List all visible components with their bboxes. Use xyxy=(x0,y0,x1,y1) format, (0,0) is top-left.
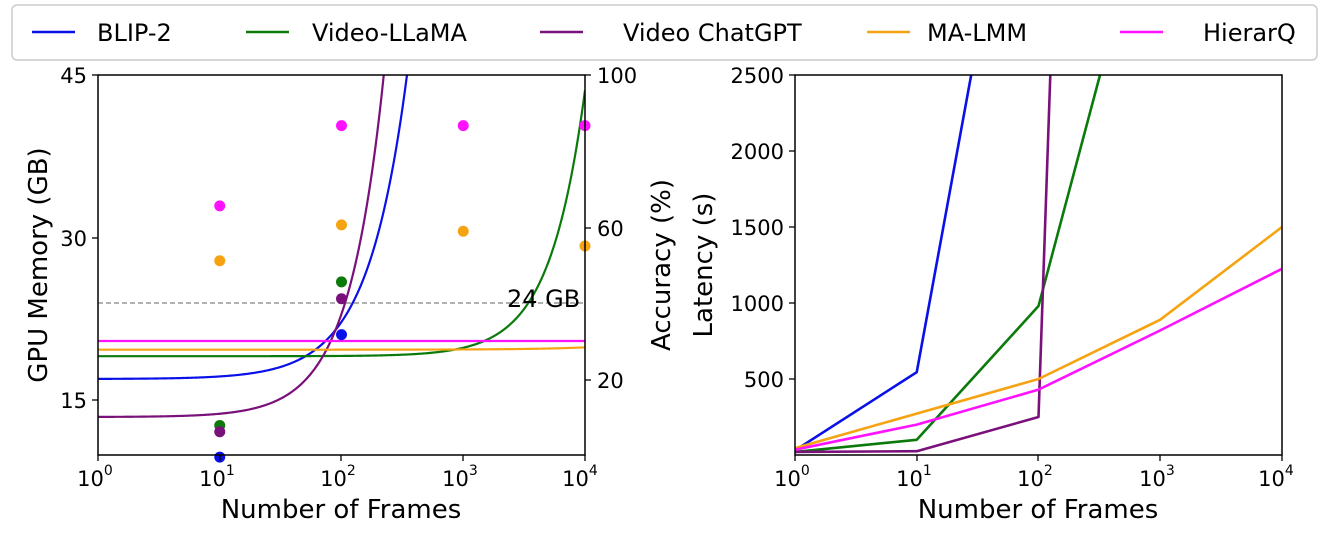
latency-ytick-label-1500: 1500 xyxy=(731,216,784,240)
left-xtick-exp-1000: 3 xyxy=(469,463,478,479)
latency-xtick-base-100: 10 xyxy=(1017,467,1044,491)
memory-curve-video-llama xyxy=(98,90,585,358)
latency-xtick-base-10000: 10 xyxy=(1258,467,1285,491)
left-xtick-label-1000: 103 xyxy=(442,463,478,491)
left-x-axis-title: Number of Frames xyxy=(221,495,462,525)
legend: BLIP-2 Video-LLaMA Video ChatGPT MA-LMM … xyxy=(11,4,1318,61)
left-xtick-base-1000: 10 xyxy=(442,467,469,491)
left-xtick-base-1: 10 xyxy=(77,467,104,491)
latency-xtick-exp-1: 0 xyxy=(801,463,810,479)
left-xtick-exp-100: 2 xyxy=(347,463,356,479)
memory-curve-ma-lmm xyxy=(98,346,585,351)
accuracy-points xyxy=(214,120,591,463)
latency-xtick-exp-1000: 3 xyxy=(1166,463,1175,479)
legend-label-video-chatgpt: Video ChatGPT xyxy=(623,19,802,47)
legend-label-hierarq: HierarQ xyxy=(1203,19,1296,47)
latency-line-ma-lmm xyxy=(795,225,1282,450)
latency-ytick-label-1000: 1000 xyxy=(731,292,784,316)
latency-ytick-label-500: 500 xyxy=(744,368,784,392)
latency-line-video-llama xyxy=(795,75,1102,454)
accuracy-point-blip-2 xyxy=(336,329,347,341)
left-panel: 15 30 45 20 60 100 100 101 102 103 104 2… xyxy=(24,64,677,525)
right-ytick-label-20: 20 xyxy=(597,369,624,393)
accuracy-point-video-chatgpt xyxy=(214,426,226,438)
accuracy-point-ma-lmm xyxy=(214,255,226,267)
legend-frame xyxy=(11,4,1318,61)
left-xtick-base-100: 10 xyxy=(320,467,347,491)
left-ytick-label-45: 45 xyxy=(60,64,87,88)
accuracy-point-hierarq xyxy=(214,200,226,212)
latency-xtick-label-1: 100 xyxy=(774,463,810,491)
left-xtick-label-1: 100 xyxy=(77,463,113,491)
accuracy-point-ma-lmm xyxy=(457,225,469,237)
latency-x-axis-title: Number of Frames xyxy=(918,495,1159,525)
accuracy-point-ma-lmm xyxy=(336,219,347,231)
accuracy-point-hierarq xyxy=(457,120,469,132)
right-y-axis-title: Accuracy (%) xyxy=(647,179,677,351)
left-annotation-24gb: 24 GB xyxy=(507,285,580,313)
latency-xtick-exp-10000: 4 xyxy=(1285,463,1294,479)
left-xtick-label-100: 102 xyxy=(320,463,356,491)
latency-xtick-label-100: 102 xyxy=(1017,463,1053,491)
latency-xtick-exp-10: 1 xyxy=(923,463,932,479)
latency-line-video-chatgpt xyxy=(795,75,1052,454)
latency-xtick-label-10: 101 xyxy=(896,463,932,491)
right-ytick-label-100: 100 xyxy=(597,64,637,88)
latency-y-axis-title: Latency (s) xyxy=(689,193,719,338)
left-plot-frame xyxy=(97,74,586,456)
latency-ytick-label-2000: 2000 xyxy=(731,140,784,164)
latency-xtick-exp-100: 2 xyxy=(1044,463,1053,479)
left-xtick-exp-10000: 4 xyxy=(589,463,598,479)
memory-curves xyxy=(98,75,585,418)
left-xtick-label-10000: 104 xyxy=(562,463,598,491)
right-panel: 500 1000 1500 2000 2500 100 101 102 103 … xyxy=(689,64,1294,525)
latency-xtick-label-1000: 103 xyxy=(1139,463,1175,491)
accuracy-point-video-chatgpt xyxy=(336,293,347,305)
latency-xtick-base-1000: 10 xyxy=(1139,467,1166,491)
latency-xtick-base-10: 10 xyxy=(896,467,923,491)
left-xtick-label-10: 101 xyxy=(199,463,235,491)
left-xtick-exp-1: 0 xyxy=(104,463,113,479)
left-ytick-label-30: 30 xyxy=(60,227,87,251)
accuracy-point-video-llama xyxy=(336,276,347,288)
accuracy-point-hierarq xyxy=(336,120,347,132)
latency-xtick-base-1: 10 xyxy=(774,467,801,491)
left-y-axis-title: GPU Memory (GB) xyxy=(24,147,54,382)
latency-line-blip-2 xyxy=(795,75,973,452)
right-ytick-label-60: 60 xyxy=(597,217,624,241)
legend-label-video-llama: Video-LLaMA xyxy=(312,19,468,47)
left-ytick-label-15: 15 xyxy=(60,389,87,413)
memory-curve-blip-2 xyxy=(98,75,409,380)
latency-line-hierarq xyxy=(795,267,1282,451)
left-xtick-base-10000: 10 xyxy=(562,467,589,491)
memory-curve-video-chatgpt xyxy=(98,75,385,418)
latency-lines xyxy=(795,75,1282,454)
legend-label-ma-lmm: MA-LMM xyxy=(927,19,1027,47)
latency-xtick-label-10000: 104 xyxy=(1258,463,1294,491)
legend-label-blip2: BLIP-2 xyxy=(97,19,172,47)
latency-ytick-label-2500: 2500 xyxy=(731,64,784,88)
left-xtick-base-10: 10 xyxy=(199,467,226,491)
left-xtick-exp-10: 1 xyxy=(226,463,235,479)
